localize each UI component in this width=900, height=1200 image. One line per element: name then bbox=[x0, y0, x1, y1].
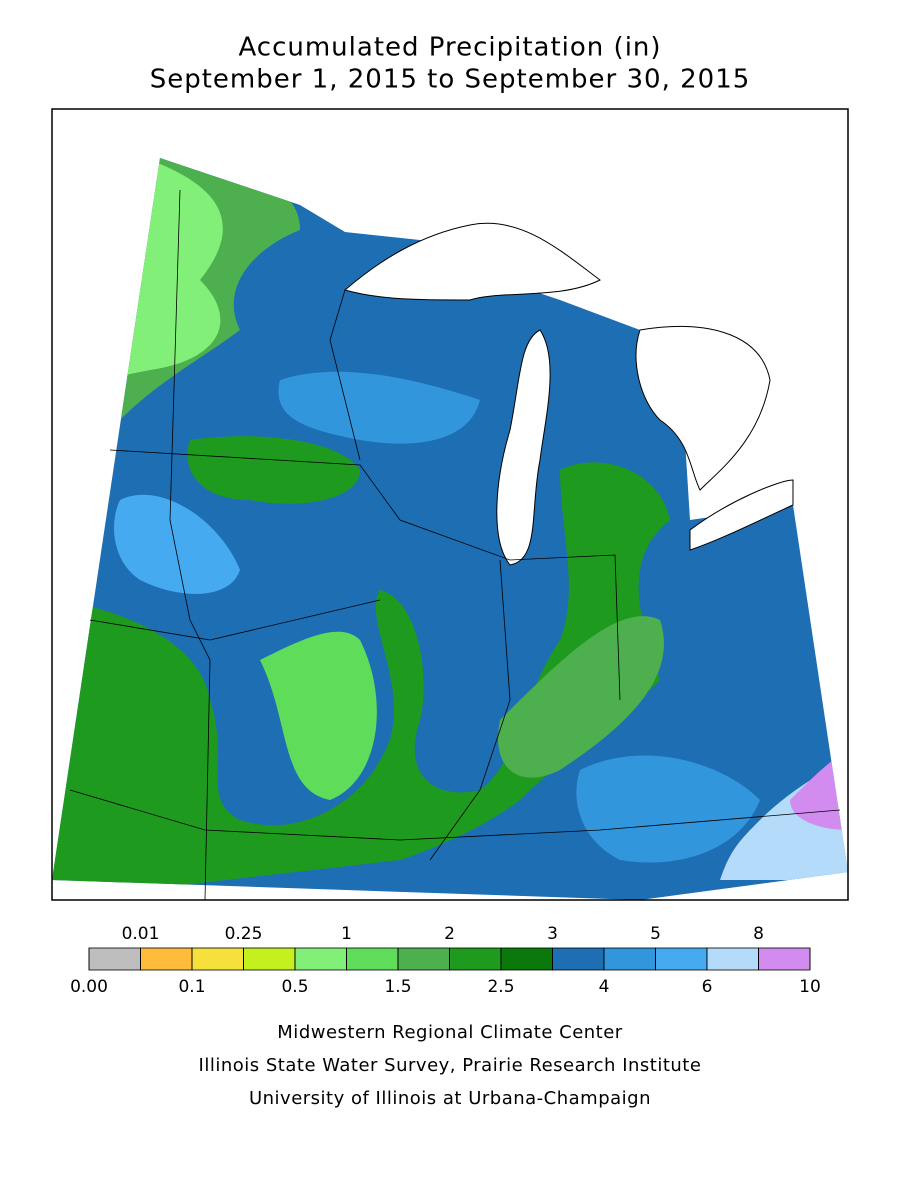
precip-zone bbox=[576, 755, 760, 863]
legend-label: 1 bbox=[341, 924, 352, 944]
legend-label: 5 bbox=[650, 924, 661, 944]
legend-swatch bbox=[655, 947, 708, 971]
legend-label: 0.5 bbox=[281, 977, 308, 997]
legend-label: 2.5 bbox=[487, 977, 514, 997]
title-line2: September 1, 2015 to September 30, 2015 bbox=[150, 65, 751, 95]
state-borders bbox=[69, 189, 841, 901]
legend-swatch bbox=[397, 947, 450, 971]
legend-swatch bbox=[294, 947, 347, 971]
lake-michigan bbox=[496, 329, 551, 566]
legend-label: 6 bbox=[702, 977, 713, 997]
legend: 0.00 0.01 0.1 0.25 0.5 1 1.5 2 2.5 3 4 5 6 8 10 bbox=[70, 924, 821, 997]
legend-swatch bbox=[500, 947, 553, 971]
legend-swatch bbox=[449, 947, 502, 971]
lake-erie bbox=[689, 479, 794, 551]
legend-swatch bbox=[552, 947, 605, 971]
legend-label: 0.01 bbox=[122, 924, 160, 944]
credit: University of Illinois at Urbana-Champai… bbox=[249, 1088, 651, 1109]
legend-label: 1.5 bbox=[384, 977, 411, 997]
credit: Illinois State Water Survey, Prairie Res… bbox=[199, 1055, 702, 1076]
legend-label: 0.25 bbox=[225, 924, 263, 944]
legend-label: 2 bbox=[444, 924, 455, 944]
legend-swatch bbox=[706, 947, 759, 971]
legend-swatch bbox=[88, 947, 141, 971]
legend-label: 0.1 bbox=[178, 977, 205, 997]
precip-zone bbox=[278, 371, 480, 444]
lake-superior bbox=[343, 222, 601, 301]
precip-zone bbox=[260, 631, 377, 800]
map-frame bbox=[51, 108, 849, 901]
legend-swatch bbox=[243, 947, 296, 971]
lake-huron bbox=[635, 326, 771, 491]
precip-zone bbox=[52, 462, 670, 900]
precip-zone bbox=[498, 616, 664, 778]
legend-label: 8 bbox=[753, 924, 764, 944]
precip-zone bbox=[114, 494, 240, 594]
title-line1: Accumulated Precipitation (in) bbox=[238, 33, 661, 63]
legend-label: 4 bbox=[599, 977, 610, 997]
legend-swatch bbox=[758, 947, 811, 971]
legend-swatch bbox=[191, 947, 244, 971]
legend-swatch bbox=[603, 947, 656, 971]
legend-swatch bbox=[346, 947, 399, 971]
precip-zone bbox=[187, 436, 360, 504]
legend-label: 10 bbox=[799, 977, 821, 997]
credit: Midwestern Regional Climate Center bbox=[277, 1022, 623, 1043]
legend-label: 0.00 bbox=[70, 977, 108, 997]
legend-label: 3 bbox=[547, 924, 558, 944]
legend-swatch bbox=[140, 947, 193, 971]
